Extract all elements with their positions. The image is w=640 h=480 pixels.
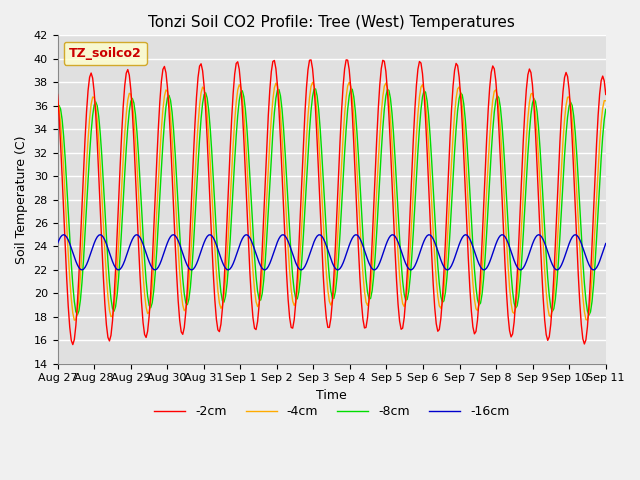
-4cm xyxy=(575,219,582,225)
-2cm xyxy=(602,92,609,97)
-8cm xyxy=(54,107,61,112)
-8cm xyxy=(602,107,609,112)
-16cm xyxy=(122,253,130,259)
-16cm xyxy=(237,240,244,245)
-2cm xyxy=(219,305,227,311)
-4cm xyxy=(295,271,303,277)
-2cm xyxy=(122,70,130,76)
-2cm xyxy=(575,272,582,277)
Y-axis label: Soil Temperature (C): Soil Temperature (C) xyxy=(15,135,28,264)
-2cm xyxy=(69,342,77,348)
-8cm xyxy=(312,86,319,92)
Line: -4cm: -4cm xyxy=(58,83,605,320)
-2cm xyxy=(295,245,303,251)
-4cm xyxy=(246,217,254,223)
-16cm xyxy=(219,259,227,265)
-4cm xyxy=(346,80,353,85)
Line: -16cm: -16cm xyxy=(58,235,605,270)
-16cm xyxy=(54,240,61,246)
-8cm xyxy=(293,296,301,302)
-16cm xyxy=(246,235,254,241)
-4cm xyxy=(54,98,61,104)
-2cm xyxy=(54,92,61,97)
-16cm xyxy=(60,232,67,238)
-4cm xyxy=(219,303,227,309)
-16cm xyxy=(589,267,597,273)
Line: -8cm: -8cm xyxy=(58,89,605,315)
-16cm xyxy=(573,232,580,238)
-4cm xyxy=(237,84,244,90)
-4cm xyxy=(602,98,609,104)
-8cm xyxy=(217,289,225,295)
-16cm xyxy=(295,265,303,271)
Line: -2cm: -2cm xyxy=(58,60,605,345)
-8cm xyxy=(244,148,252,154)
-8cm xyxy=(573,151,580,157)
-4cm xyxy=(122,111,130,117)
-16cm xyxy=(602,240,609,246)
-2cm xyxy=(246,271,254,276)
-2cm xyxy=(342,57,350,63)
-2cm xyxy=(237,83,244,88)
X-axis label: Time: Time xyxy=(316,389,347,402)
Title: Tonzi Soil CO2 Profile: Tree (West) Temperatures: Tonzi Soil CO2 Profile: Tree (West) Temp… xyxy=(148,15,515,30)
-4cm xyxy=(70,317,78,323)
-8cm xyxy=(236,97,243,103)
-8cm xyxy=(585,312,593,318)
Legend: -2cm, -4cm, -8cm, -16cm: -2cm, -4cm, -8cm, -16cm xyxy=(149,400,515,423)
-8cm xyxy=(121,171,129,177)
